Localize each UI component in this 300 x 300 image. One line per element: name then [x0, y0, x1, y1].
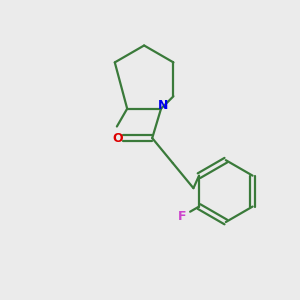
Text: O: O [112, 132, 123, 145]
Text: N: N [158, 99, 168, 112]
Text: F: F [178, 210, 187, 223]
